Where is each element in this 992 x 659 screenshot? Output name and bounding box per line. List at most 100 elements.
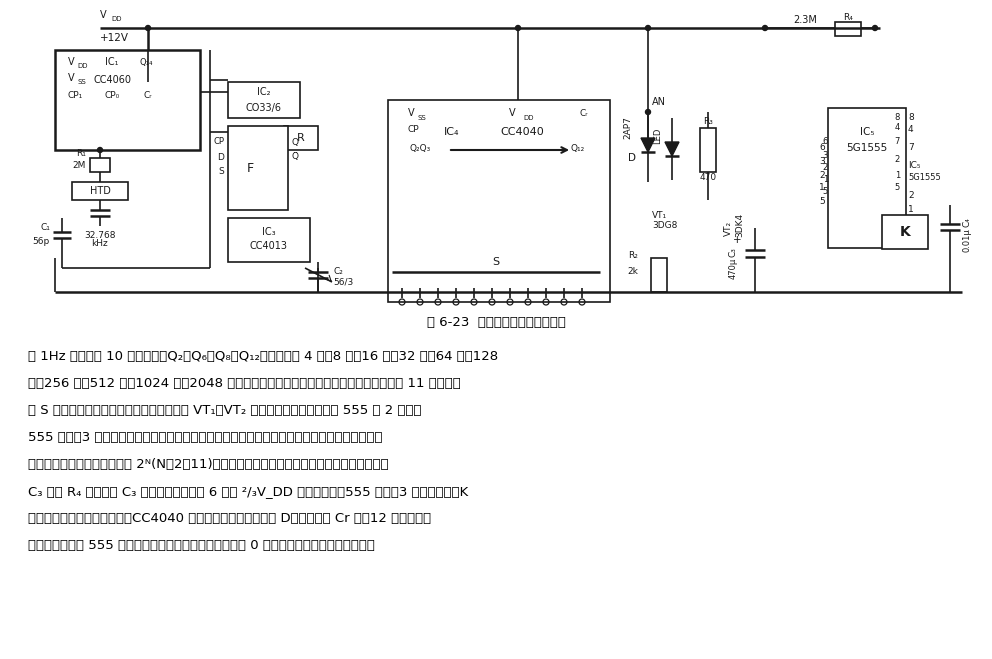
Circle shape — [97, 148, 102, 152]
Bar — [700, 128, 716, 172]
Text: IC₄: IC₄ — [444, 127, 459, 137]
Text: V: V — [68, 73, 74, 83]
Text: 释放，负载断电，停止工作。CC4040 的输出，另一路经二极管 D，加至清零 Cr 端（12 脚），对定: 释放，负载断电，停止工作。CC4040 的输出，另一路经二极管 D，加至清零 C… — [28, 512, 432, 525]
Bar — [72, 182, 128, 200]
Text: 32.768: 32.768 — [84, 231, 116, 239]
Text: S: S — [218, 167, 224, 177]
Text: 2AP7: 2AP7 — [623, 117, 632, 140]
Bar — [284, 126, 318, 150]
Text: AN: AN — [652, 97, 666, 107]
Text: 7: 7 — [895, 138, 900, 146]
Text: 4: 4 — [908, 125, 914, 134]
Text: 关 S 将相应的定时阶跃电平引出，一路加至 VT₁、VT₂ 放大器，加到单稳触发器 555 的 2 脚，使: 关 S 将相应的定时阶跃电平引出，一路加至 VT₁、VT₂ 放大器，加到单稳触发… — [28, 404, 422, 417]
Circle shape — [146, 26, 151, 30]
Text: IC₃: IC₃ — [262, 227, 276, 237]
Text: 555 置位，3 脚转呈高电平，使继电器吸合，接通负载。本控制器的定时与一般常规定时器不同: 555 置位，3 脚转呈高电平，使继电器吸合，接通负载。本控制器的定时与一般常规… — [28, 431, 383, 444]
Text: CP₁: CP₁ — [68, 92, 83, 101]
Circle shape — [646, 109, 651, 115]
Text: 56p: 56p — [33, 237, 50, 246]
Text: CP: CP — [408, 125, 420, 134]
Text: V: V — [408, 108, 415, 118]
Text: 3DK4: 3DK4 — [735, 213, 745, 237]
Text: 5: 5 — [819, 198, 825, 206]
Text: 3: 3 — [822, 150, 828, 159]
Text: K: K — [900, 225, 911, 239]
Bar — [55, 50, 200, 150]
Text: CP₀: CP₀ — [104, 92, 120, 101]
Text: DD: DD — [77, 63, 87, 69]
Text: 1: 1 — [819, 183, 825, 192]
Text: R: R — [298, 133, 305, 143]
Text: R₁: R₁ — [76, 150, 86, 159]
Text: IC₂: IC₂ — [257, 87, 271, 97]
Text: 6: 6 — [822, 138, 828, 146]
Text: 4: 4 — [895, 123, 900, 132]
Text: Q₂Q₃: Q₂Q₃ — [410, 144, 432, 152]
Text: IC₁: IC₁ — [105, 57, 119, 67]
Text: 为 1Hz 时，它的 10 个引出端：Q₂～Q₆、Q₈～Q₁₂可分别输出 4 秒、8 秒、16 秒、32 秒、64 秒、128: 为 1Hz 时，它的 10 个引出端：Q₂～Q₆、Q₈～Q₁₂可分别输出 4 秒… — [28, 350, 498, 363]
Text: 2: 2 — [895, 156, 900, 165]
Text: C₂: C₂ — [333, 268, 343, 277]
Text: 3: 3 — [819, 158, 825, 167]
Text: VT₁: VT₁ — [652, 210, 668, 219]
Text: 8: 8 — [895, 113, 900, 123]
Text: Cᵣ: Cᵣ — [580, 109, 588, 117]
Text: 5: 5 — [822, 188, 828, 196]
Text: Cᵣ: Cᵣ — [144, 92, 152, 101]
Text: kHz: kHz — [91, 239, 108, 248]
Text: C₃: C₃ — [729, 247, 738, 257]
Text: 时器清零，即在 555 输出高电平、接通负载的同时，又从 0 开始计数，进行下一轮的定时。: 时器清零，即在 555 输出高电平、接通负载的同时，又从 0 开始计数，进行下一… — [28, 539, 375, 552]
Bar — [228, 218, 310, 262]
Text: 3DG8: 3DG8 — [652, 221, 678, 231]
Text: IC₅: IC₅ — [860, 127, 874, 137]
Text: SS: SS — [417, 115, 426, 121]
Circle shape — [873, 26, 878, 30]
Bar — [835, 22, 861, 36]
Bar — [828, 108, 906, 248]
Text: VT₂: VT₂ — [723, 221, 732, 235]
Text: D: D — [628, 153, 636, 163]
Text: +12V: +12V — [100, 33, 129, 43]
Text: 2: 2 — [822, 163, 828, 173]
Text: DD: DD — [111, 16, 121, 22]
Circle shape — [763, 26, 768, 30]
Text: V: V — [100, 10, 106, 20]
Text: R₂: R₂ — [628, 252, 638, 260]
Text: C₁: C₁ — [40, 223, 50, 233]
Text: 470μ: 470μ — [729, 258, 738, 279]
Text: LED: LED — [653, 128, 662, 144]
Text: CC4060: CC4060 — [93, 75, 131, 85]
Text: 1: 1 — [822, 175, 828, 185]
Text: D: D — [217, 152, 224, 161]
Text: CC4040: CC4040 — [500, 127, 544, 137]
Text: 1: 1 — [895, 171, 900, 179]
Text: R₃: R₃ — [703, 117, 713, 127]
Text: DD: DD — [523, 115, 534, 121]
Text: 秒、256 秒、512 秒、1024 秒、2048 秒的阶跃高电平（脉冲）。根据定时需要，由单刀 11 掷分线开: 秒、256 秒、512 秒、1024 秒、2048 秒的阶跃高电平（脉冲）。根据… — [28, 377, 460, 390]
Circle shape — [646, 26, 651, 30]
Text: 5: 5 — [895, 183, 900, 192]
Text: V: V — [509, 108, 515, 118]
Text: F: F — [246, 161, 254, 175]
Text: R₄: R₄ — [843, 13, 853, 22]
Text: 2M: 2M — [72, 161, 86, 169]
Bar — [388, 100, 610, 302]
Text: 2: 2 — [819, 171, 825, 179]
Bar — [228, 126, 288, 210]
Text: Q₁₂: Q₁₂ — [570, 144, 585, 152]
Text: 6: 6 — [819, 144, 825, 152]
Text: Q₁₄: Q₁₄ — [140, 57, 154, 67]
Text: 之处在于它的工作程序：等待 2ᴺ(N＝2～11)秒后，继电器吸合，负载才接通工作。之后，由于: 之处在于它的工作程序：等待 2ᴺ(N＝2～11)秒后，继电器吸合，负载才接通工作… — [28, 458, 389, 471]
Bar — [90, 158, 110, 172]
Text: 7: 7 — [908, 144, 914, 152]
Text: V: V — [68, 57, 74, 67]
Text: Q̄: Q̄ — [292, 152, 299, 161]
Text: CC4013: CC4013 — [250, 241, 288, 251]
Bar — [651, 258, 667, 292]
Text: SS: SS — [77, 79, 85, 85]
Text: 2: 2 — [908, 190, 914, 200]
Text: 0.01μ: 0.01μ — [962, 228, 971, 252]
Text: 5G1555: 5G1555 — [908, 173, 940, 183]
Text: IC₅: IC₅ — [908, 161, 921, 169]
Text: C₃ 通过 R₄ 充电，当 C₃ 上的充电电压高于 6 脚的 ²/₃V_DD 触发电平时，555 复位，3 脚呈低电平，K: C₃ 通过 R₄ 充电，当 C₃ 上的充电电压高于 6 脚的 ²/₃V_DD 触… — [28, 485, 468, 498]
